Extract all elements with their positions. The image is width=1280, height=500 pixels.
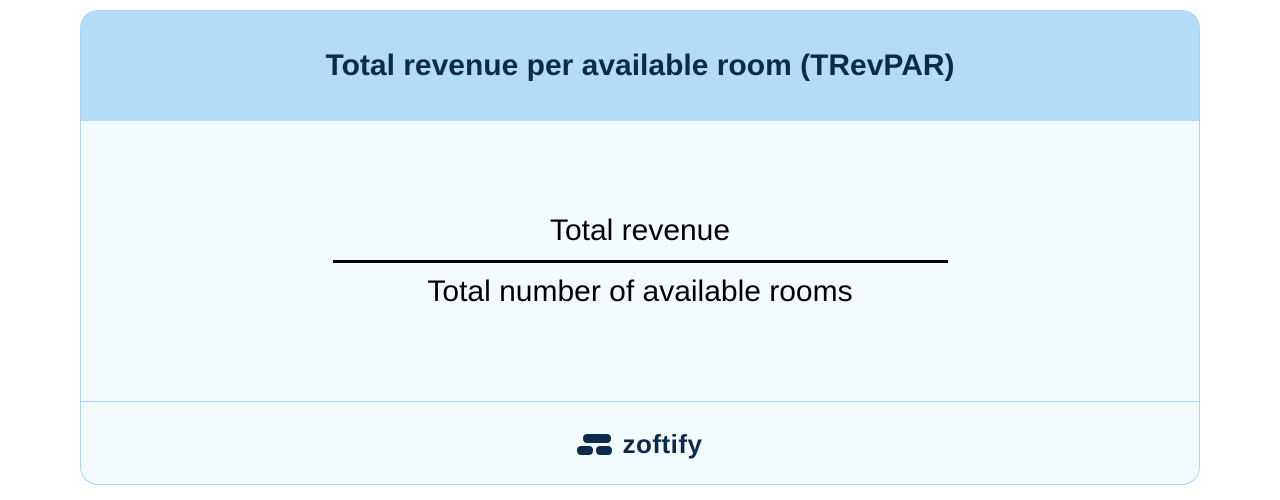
brand-logo-icon <box>577 434 612 455</box>
card-body: Total revenue Total number of available … <box>81 121 1199 401</box>
brand-name: zoftify <box>622 429 702 460</box>
formula-fraction-bar <box>333 260 948 263</box>
formula-card: Total revenue per available room (TRevPA… <box>80 10 1200 485</box>
card-header: Total revenue per available room (TRevPA… <box>81 11 1199 121</box>
card-footer: zoftify <box>81 401 1199 485</box>
formula-numerator: Total revenue <box>540 208 740 254</box>
card-title: Total revenue per available room (TRevPA… <box>325 49 954 83</box>
formula-denominator: Total number of available rooms <box>417 269 862 315</box>
formula-fraction: Total revenue Total number of available … <box>333 208 948 315</box>
